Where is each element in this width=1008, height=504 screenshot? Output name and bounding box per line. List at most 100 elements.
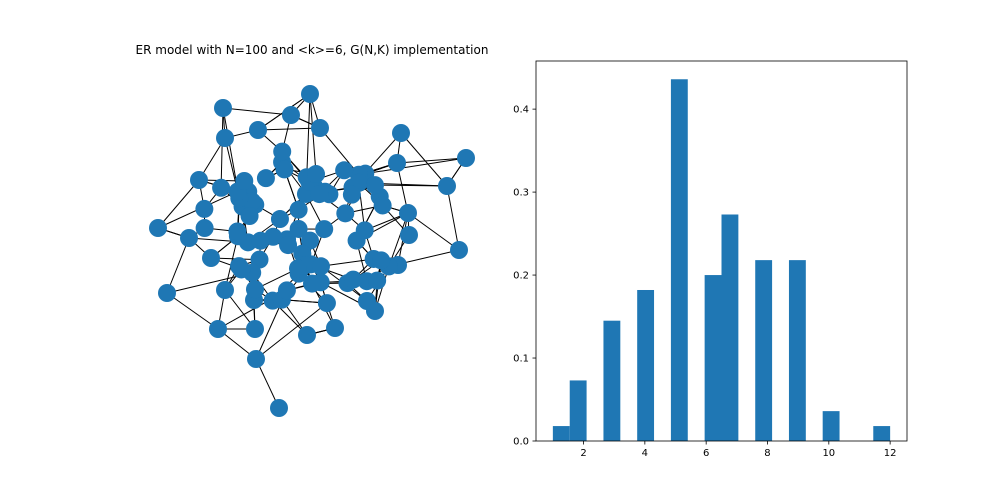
network-node [202,249,220,267]
histogram-bar [704,275,722,441]
histogram-bar [552,426,570,441]
histogram-axes-frame [535,60,908,442]
network-node [275,160,294,179]
network-node [355,221,374,240]
network-edge [407,212,460,251]
histogram-bar [755,260,773,441]
network-node [303,274,322,293]
network-node [158,284,176,302]
x-tick-label: 8 [764,448,770,459]
network-panel: ER model with N=100 and <k>=6, G(N,K) im… [136,43,489,417]
network-node [450,241,468,259]
x-tick-label: 2 [580,448,586,459]
network-node [195,199,214,218]
network-node [250,250,269,269]
network-edge [166,237,190,294]
histogram-bar [788,260,806,441]
network-node [270,210,289,229]
histogram-bars [552,79,891,442]
network-node [326,319,344,337]
network-title: ER model with N=100 and <k>=6, G(N,K) im… [136,43,489,57]
x-tick-label: 12 [884,448,897,459]
network-nodes [149,85,475,417]
network-edge [220,107,224,188]
network-node [246,320,264,338]
network-node [270,399,288,417]
network-node [344,270,363,289]
network-edge [157,179,200,229]
network-edge [396,157,467,164]
network-edge [400,132,448,187]
network-edge [222,107,292,116]
network-node [149,219,167,237]
x-tick-label: 6 [703,448,709,459]
histogram-bar [670,79,688,442]
network-node [457,149,475,167]
network-node [388,154,406,172]
x-tick-label: 4 [642,448,648,459]
network-node [190,171,208,189]
network-node [277,281,296,300]
network-node [336,204,355,223]
network-node [247,350,265,368]
network-node [282,106,300,124]
network-node [256,169,275,188]
network-node [335,161,354,180]
network-node [209,320,227,338]
x-tick-label: 10 [822,448,835,459]
histogram-bar [637,289,655,441]
network-node [315,220,334,239]
network-node [307,165,326,184]
histogram-bar [603,320,621,441]
network-node [298,326,316,344]
network-node [342,185,361,204]
histogram-y-ticks: 0.0 0.1 0.2 0.3 0.4 [513,105,536,448]
network-node [273,142,292,161]
y-tick-label: 0.3 [513,188,529,199]
network-node [400,226,418,244]
network-node [235,171,254,190]
y-tick-label: 0.0 [513,437,529,448]
histogram-x-ticks: 2 4 6 8 10 12 [580,441,897,459]
histogram-bar [721,214,739,441]
network-edge [306,93,311,178]
network-node [392,124,410,142]
network-edge [257,127,321,131]
network-node [249,121,267,139]
network-node [365,176,384,195]
network-edge [388,212,409,267]
network-node [301,85,319,103]
histogram-bar [822,411,840,441]
network-edge [166,292,219,330]
network-node [232,260,251,279]
y-tick-label: 0.1 [513,354,529,365]
network-edge [255,358,280,409]
network-node [245,280,264,299]
network-node [289,200,308,219]
network-node [317,294,336,313]
network-node [195,219,214,238]
network-node [310,185,329,204]
network-node [180,229,198,247]
network-edge [255,302,328,360]
histogram-bar [873,426,891,441]
network-node [311,119,329,137]
network-node [216,281,234,299]
network-node [212,178,231,197]
network-node [228,222,247,241]
histogram-bar [569,380,587,441]
network-node [289,219,308,238]
network-node [399,204,417,222]
network-edge [309,93,317,175]
network-node [373,196,392,215]
network-edge [365,157,467,175]
network-node [300,231,319,250]
network-node [438,177,456,195]
network-node [288,259,307,278]
y-tick-label: 0.2 [513,271,529,282]
y-tick-label: 0.4 [513,105,529,116]
network-node [311,257,330,276]
network-node [214,99,232,117]
